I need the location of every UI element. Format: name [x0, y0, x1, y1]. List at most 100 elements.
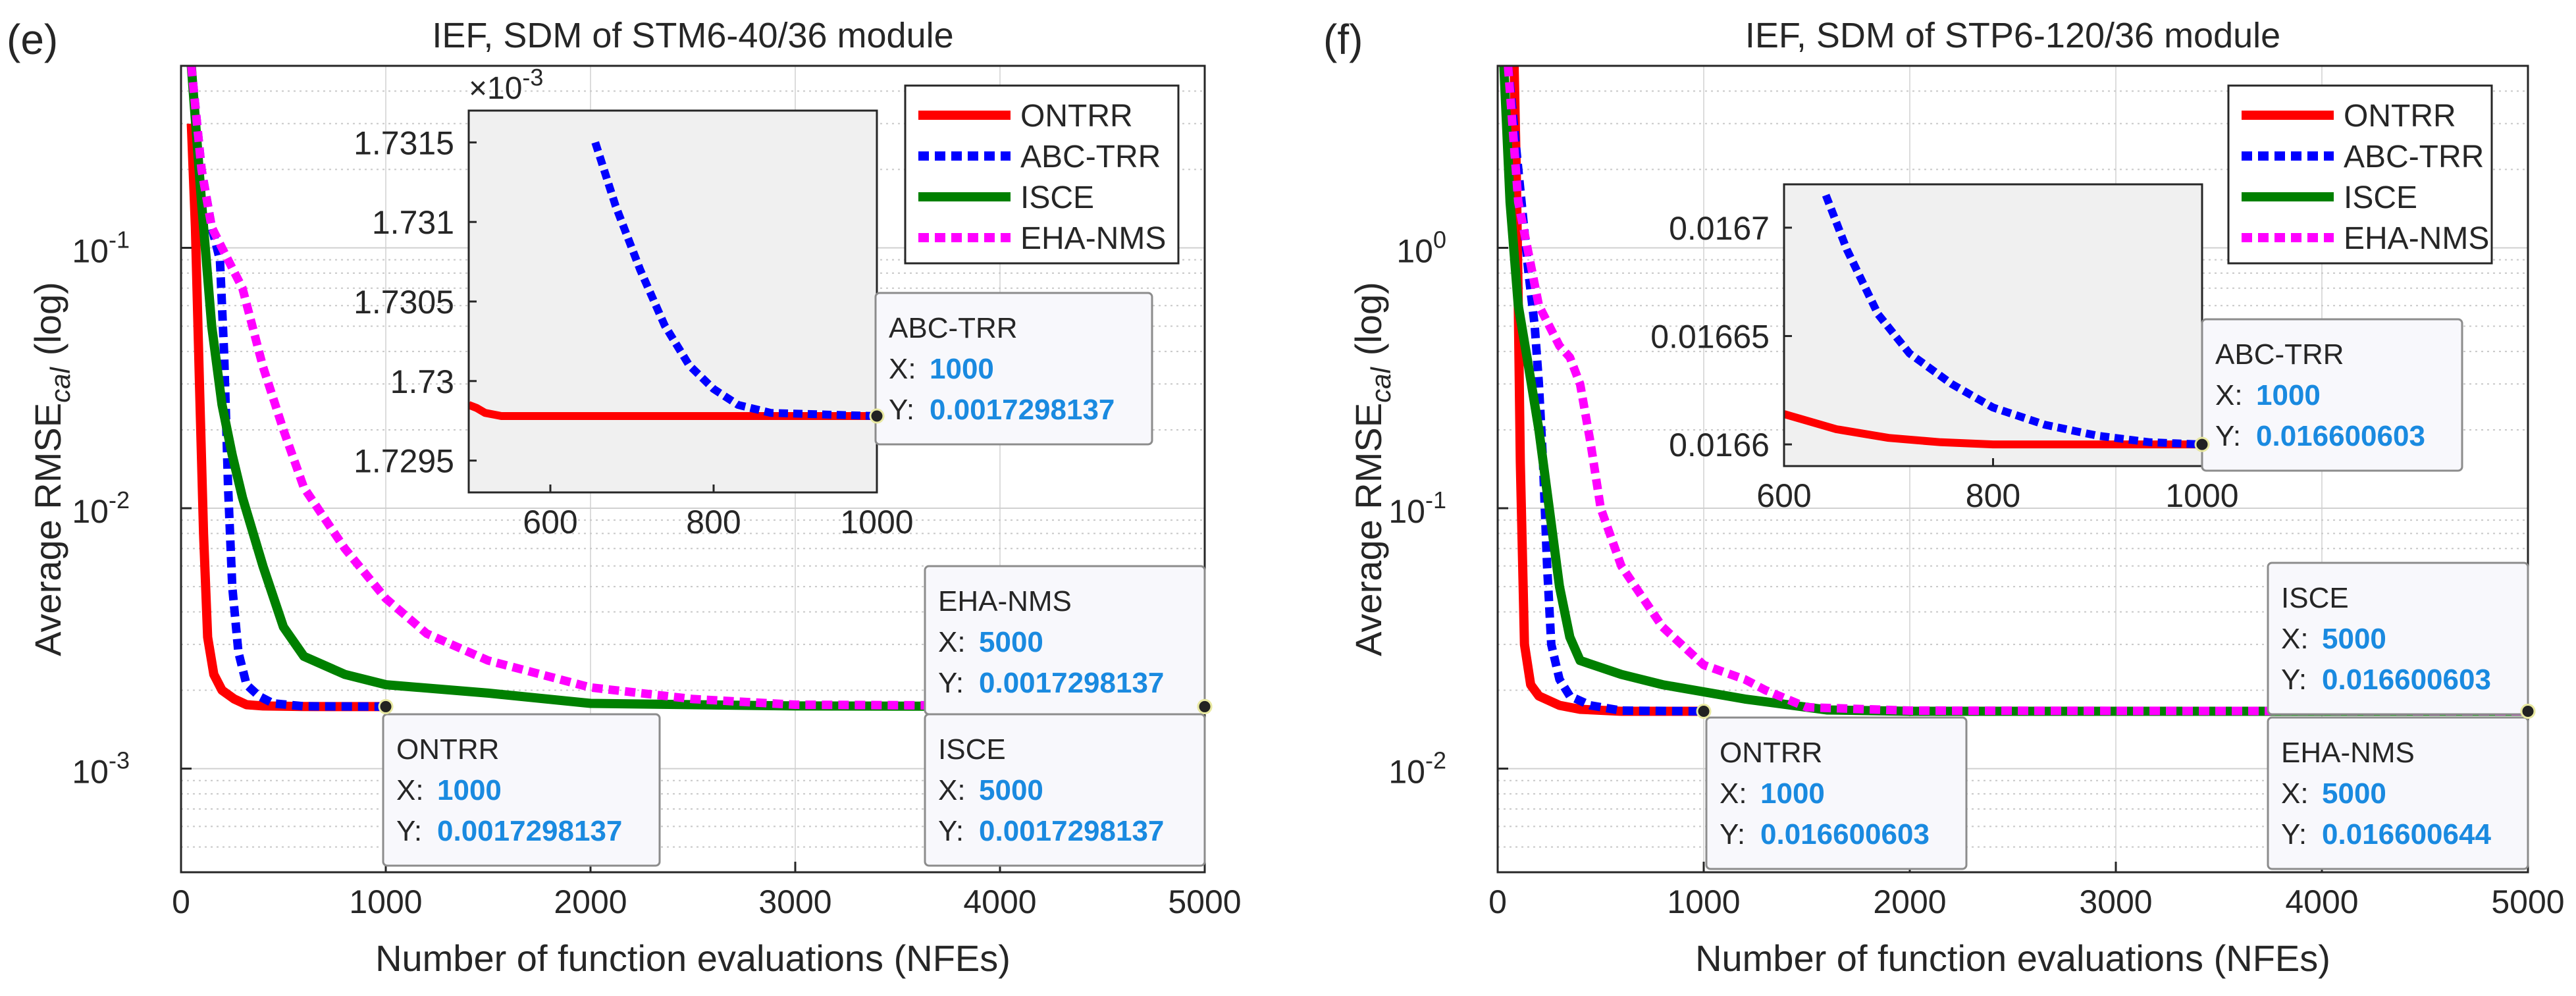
- legend-label-ontrr: ONTRR: [2344, 99, 2456, 134]
- y-tick-exponent: -1: [109, 226, 130, 253]
- datatip-y-value: 0.016600603: [2256, 420, 2425, 452]
- x-tick-label: 0: [172, 883, 190, 920]
- x-tick-label: 2000: [1873, 883, 1946, 920]
- y-axis-label-suffix: (log): [1348, 282, 1389, 355]
- y-axis-label: Average RMSEcal (log): [1348, 282, 1396, 656]
- datatip-y-value: 0.0017298137: [979, 815, 1164, 847]
- y-tick-base: 10: [1388, 493, 1425, 530]
- datatip-y-label: Y:: [2281, 818, 2307, 851]
- datatip-y-value: 0.0017298137: [979, 667, 1164, 699]
- datatip-box: [2201, 318, 2463, 472]
- inset-lines: [469, 141, 877, 420]
- y-tick-base: 10: [72, 493, 109, 530]
- x-axis-label: Number of function evaluations (NFEs): [1695, 937, 2330, 979]
- datatip-x-value: 1000: [930, 353, 994, 385]
- datatip-y-label: Y:: [938, 667, 964, 699]
- datatip-box: [874, 292, 1153, 446]
- legend-label-abc-trr: ABC-TRR: [1020, 140, 1161, 174]
- y-tick-label: 10-1: [1388, 486, 1446, 530]
- inset-y-tick-label: 1.731: [372, 204, 454, 241]
- legend: ONTRR ABC-TRR ISCE EHA-NMS: [904, 84, 1180, 265]
- y-tick-label: 10-3: [72, 747, 130, 791]
- axes-box: [180, 65, 1206, 874]
- inset-x-tick-label: 600: [1756, 477, 1811, 514]
- datatip-box: [1705, 716, 1968, 870]
- inset-series-line-abc-trr: [591, 141, 877, 420]
- y-axis-label-main: Average RMSE: [27, 403, 68, 656]
- x-tick-label: 0: [1488, 883, 1507, 920]
- y-tick-base: 10: [72, 232, 109, 269]
- x-tick-label: 4000: [2285, 883, 2358, 920]
- inset-plot-area: [469, 111, 877, 492]
- datatip-x-value: 1000: [2256, 379, 2321, 411]
- datatip-marker: [378, 698, 394, 714]
- datatip-ontrr: ONTRR X: 1000 Y: 0.016600603: [1696, 704, 1968, 870]
- legend-label-isce: ISCE: [1020, 180, 1094, 215]
- series-line-ontrr: [186, 123, 386, 712]
- datatip-x-label: X:: [889, 353, 916, 385]
- inset-y-tick-label: 1.7295: [354, 443, 454, 480]
- inset-x-tick-label: 1000: [2165, 477, 2238, 514]
- datatip-box: [924, 713, 1206, 867]
- inset-y-tick-label: 1.7315: [354, 124, 454, 161]
- y-tick-exponent: -2: [1425, 747, 1446, 774]
- inset-y-tick-label: 0.01665: [1650, 318, 1770, 355]
- y-tick-label: 10-1: [72, 226, 130, 269]
- datatip-marker: [1696, 704, 1712, 720]
- inset-x-tick-label: 800: [1966, 477, 2020, 514]
- y-tick-base: 10: [1388, 754, 1425, 791]
- inset-x-tick-label: 600: [523, 504, 577, 540]
- y-axis-label-main: Average RMSE: [1348, 403, 1389, 656]
- x-tick-label: 4000: [963, 883, 1036, 920]
- datatip-marker: [2194, 436, 2210, 452]
- inset-y-tick-label: 1.73: [390, 363, 454, 400]
- y-axis-label-subscript: cal: [45, 367, 76, 403]
- y-tick-base: 10: [1396, 232, 1433, 269]
- datatip-x-label: X:: [2215, 379, 2243, 411]
- chart-title: IEF, SDM of STP6-120/36 module: [1745, 16, 2280, 55]
- datatip-title: ABC-TRR: [889, 312, 1018, 344]
- datatip-title: ONTRR: [396, 733, 499, 766]
- series-line-abc-trr: [1504, 65, 1704, 716]
- y-tick-base: 10: [72, 754, 109, 791]
- inset: 600 800 1000 1.7295 1.73 1.7305 1.731 1.7315 ×10…: [354, 64, 914, 540]
- datatip-isce: ISCE X: 5000 Y: 0.0017298137: [924, 698, 1213, 867]
- inset-y-tick-label: 0.0166: [1669, 427, 1770, 463]
- datatip-x-label: X:: [396, 774, 424, 806]
- inset-x-tick-label: 1000: [840, 504, 913, 540]
- datatip-marker: [1197, 698, 1213, 714]
- datatip-y-label: Y:: [396, 815, 422, 847]
- datatip-x-label: X:: [2281, 777, 2309, 810]
- datatip-title: EHA-NMS: [938, 585, 1072, 617]
- inset-exponent-base: ×10: [469, 71, 522, 106]
- x-tick-label: 5000: [2491, 883, 2564, 920]
- datatip-y-value: 0.016600603: [2322, 664, 2491, 696]
- datatip-title: ONTRR: [1720, 737, 1822, 769]
- panel-label: (e): [7, 16, 58, 63]
- datatip-x-value: 5000: [979, 774, 1043, 806]
- datatip-x-value: 1000: [1760, 777, 1825, 810]
- inset-x-tick-label: 800: [686, 504, 741, 540]
- datatip-y-label: Y:: [2215, 420, 2241, 452]
- x-tick-label: 1000: [349, 883, 422, 920]
- datatip-x-label: X:: [1720, 777, 1747, 810]
- datatip-title: EHA-NMS: [2281, 737, 2415, 769]
- y-tick-exponent: 0: [1433, 226, 1446, 253]
- inset-y-tick-label: 0.0167: [1669, 210, 1770, 247]
- x-tick-label: 1000: [1667, 883, 1740, 920]
- datatip-y-label: Y:: [889, 394, 914, 426]
- axes-box: [1496, 65, 2529, 874]
- datatip-box: [2267, 562, 2529, 716]
- datatip-x-label: X:: [938, 626, 966, 658]
- y-tick-exponent: -3: [109, 747, 130, 774]
- datatip-x-label: X:: [2281, 623, 2309, 655]
- x-tick-label: 2000: [554, 883, 627, 920]
- panel-label: (f): [1323, 16, 1363, 63]
- y-tick-label: 10-2: [1388, 747, 1446, 791]
- datatip-x-value: 5000: [2322, 777, 2386, 810]
- datatip-x-value: 5000: [2322, 623, 2386, 655]
- series-line-isce: [186, 65, 1205, 712]
- series-line-isce: [1499, 65, 2528, 716]
